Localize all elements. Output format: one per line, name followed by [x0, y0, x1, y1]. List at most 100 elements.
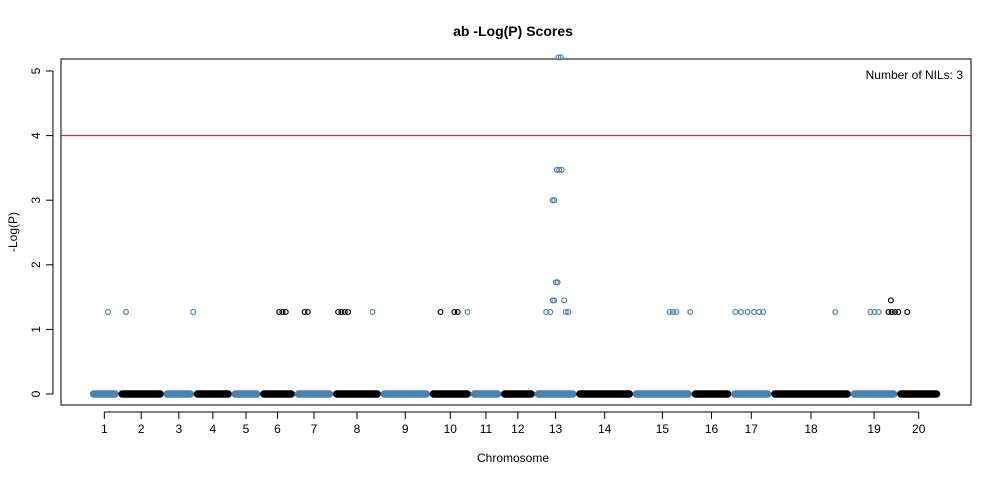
baseline-band [730, 390, 772, 398]
data-point [561, 297, 568, 304]
x-tick-label: 2 [138, 422, 145, 436]
data-point [454, 308, 461, 315]
data-point [687, 308, 694, 315]
data-point [547, 308, 554, 315]
baseline-band [771, 390, 851, 398]
x-tick-label: 16 [705, 422, 719, 436]
data-point [666, 308, 673, 315]
data-point [276, 308, 283, 315]
baseline-band [632, 390, 693, 398]
x-tick-label: 4 [209, 422, 216, 436]
baseline-band [429, 390, 472, 398]
baseline-band [576, 390, 634, 398]
data-point [464, 308, 471, 315]
data-point [555, 54, 562, 61]
x-tick-label: 9 [402, 422, 409, 436]
baseline-band [332, 390, 381, 398]
x-tick-label: 20 [912, 422, 926, 436]
x-tick-label: 7 [311, 422, 318, 436]
baseline-band [380, 390, 431, 398]
x-tick-label: 13 [549, 422, 563, 436]
chart-title: ab -Log(P) Scores [453, 23, 573, 39]
data-point [558, 166, 565, 173]
data-point [344, 308, 351, 315]
data-point [904, 308, 911, 315]
data-point [751, 308, 758, 315]
x-tick-label: 11 [480, 422, 493, 436]
data-point [756, 308, 763, 315]
data-point [282, 308, 289, 315]
baseline-band [193, 390, 232, 398]
data-point [190, 308, 197, 315]
y-tick-label: 3 [29, 197, 43, 204]
data-point [551, 197, 558, 204]
plot-frame [60, 58, 972, 406]
data-point [105, 308, 112, 315]
x-tick-label: 6 [274, 422, 281, 436]
x-tick-label: 19 [867, 422, 881, 436]
baseline-band [231, 390, 261, 398]
data-point [738, 308, 745, 315]
data-point [562, 308, 569, 315]
x-tick-label: 8 [354, 422, 361, 436]
data-point [543, 308, 550, 315]
baseline-band [691, 390, 732, 398]
x-tick-label: 17 [745, 422, 759, 436]
data-point [744, 308, 751, 315]
data-point [670, 308, 677, 315]
data-point [304, 308, 311, 315]
baseline-band [897, 390, 941, 398]
data-point [875, 308, 882, 315]
baseline-band [294, 390, 334, 398]
data-point [369, 308, 376, 315]
data-point [732, 308, 739, 315]
data-point [279, 308, 286, 315]
x-axis-title: Chromosome [477, 451, 549, 465]
data-point [556, 166, 563, 173]
data-point [832, 308, 839, 315]
data-point [123, 308, 130, 315]
x-tick-label: 18 [804, 422, 818, 436]
data-point [891, 308, 898, 315]
y-axis-title: -Log(P) [6, 212, 20, 252]
x-tick-label: 1 [101, 422, 108, 436]
data-point [554, 279, 561, 286]
data-point [451, 308, 458, 315]
y-tick-label: 2 [29, 261, 43, 268]
data-point [557, 54, 564, 61]
baseline-band [118, 390, 164, 398]
data-point [888, 308, 895, 315]
data-point [565, 308, 572, 315]
data-point [885, 308, 892, 315]
data-point [867, 308, 874, 315]
data-point [895, 308, 902, 315]
data-point [673, 308, 680, 315]
baseline-band [260, 390, 295, 398]
x-tick-label: 12 [511, 422, 525, 436]
baseline-band [534, 390, 577, 398]
baseline-band [163, 390, 195, 398]
y-tick-label: 4 [29, 132, 43, 139]
data-point [437, 308, 444, 315]
data-point [887, 297, 894, 304]
data-point [760, 308, 767, 315]
nil-count-annotation: Number of NILs: 3 [866, 68, 964, 82]
baseline-band [470, 390, 502, 398]
x-tick-label: 15 [656, 422, 670, 436]
x-tick-label: 10 [444, 422, 458, 436]
baseline-band [500, 390, 535, 398]
y-tick-label: 1 [29, 326, 43, 333]
data-point [301, 308, 308, 315]
x-tick-label: 14 [598, 422, 612, 436]
data-point [871, 308, 878, 315]
data-point [341, 308, 348, 315]
y-tick-label: 0 [29, 390, 43, 397]
data-point [551, 297, 558, 304]
data-point [335, 308, 342, 315]
baseline-band [89, 390, 119, 398]
baseline-band [850, 390, 898, 398]
x-tick-label: 5 [243, 422, 250, 436]
x-tick-label: 3 [176, 422, 183, 436]
y-tick-label: 5 [29, 67, 43, 74]
